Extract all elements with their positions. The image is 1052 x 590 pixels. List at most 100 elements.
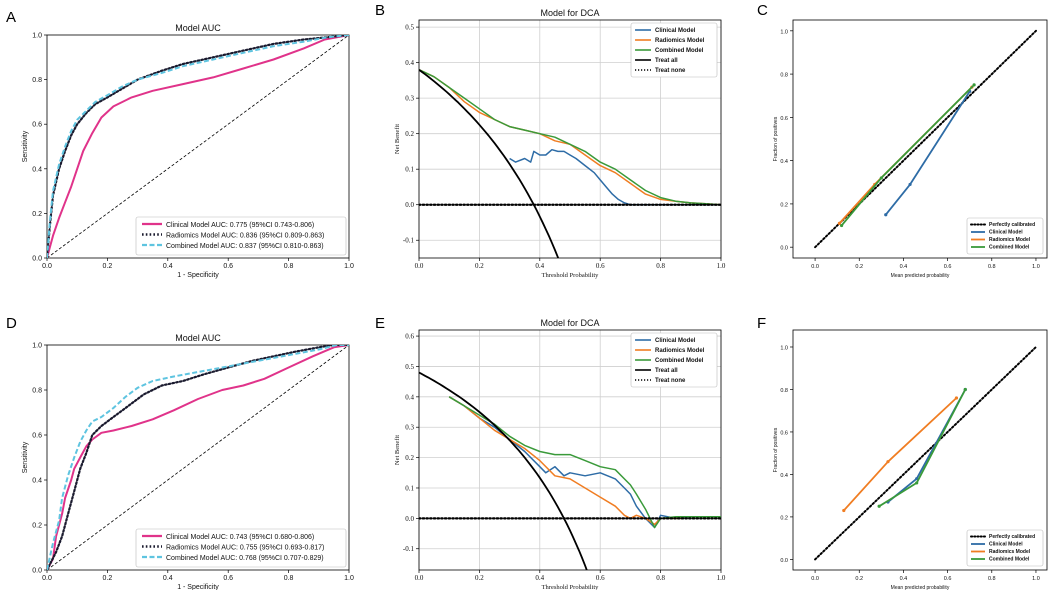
x-tick-label: 0.4 <box>163 263 173 270</box>
legend-label: Combined Model <box>655 358 704 364</box>
chart-title: Model AUC <box>175 333 221 343</box>
x-axis-label: Threshold Probability <box>542 584 600 590</box>
series-line-combined_roc <box>47 35 349 258</box>
y-axis-label: Sensitivity <box>22 130 29 162</box>
y-tick-label: 0.6 <box>405 333 414 341</box>
series-line-combined_roc <box>47 345 349 570</box>
x-tick-label: 0.8 <box>284 575 294 582</box>
y-tick-label: 0.8 <box>780 388 788 394</box>
chart-title: Model AUC <box>175 23 221 33</box>
x-tick-label: 0.6 <box>223 575 233 582</box>
y-tick-label: 0.2 <box>32 523 42 530</box>
y-axis-label: Sensitivity <box>22 441 29 473</box>
x-tick-label: 0.8 <box>656 574 665 582</box>
plot-area <box>419 68 721 258</box>
x-tick-label: 0.2 <box>475 262 484 270</box>
panel-c: C 0.0 0.2 0.4 0.6 0.8 1.0 0.0 0.2 0.4 0.6 0.8 1.0 Mea… <box>757 2 1048 279</box>
y-tick-label: 0.1 <box>405 484 414 492</box>
y-tick-label: 0.3 <box>405 95 414 103</box>
y-tick-label: 0.4 <box>32 478 42 485</box>
calibration-point <box>954 396 959 400</box>
legend-label: Combined Model <box>655 48 704 54</box>
y-tick-label: 0.2 <box>405 454 414 462</box>
legend: Clinical Model Radiomics Model Combined Mo… <box>630 22 718 78</box>
panel-a: A 0.0 0.2 0.4 0.6 0.8 1.0 0.0 0.2 0.4 0.6 0.8 1.0 Mod… <box>6 9 354 279</box>
y-tick-label: 0.2 <box>780 202 788 208</box>
x-tick-label: 0.6 <box>223 263 233 270</box>
x-axis-label: Threshold Probability <box>542 272 600 279</box>
x-tick-label: 0.0 <box>811 264 819 270</box>
plot-frame <box>792 329 1048 571</box>
x-tick-label: 0.2 <box>855 264 863 270</box>
legend-label: Clinical Model <box>655 338 696 344</box>
x-tick-label: 0.2 <box>103 575 113 582</box>
calibration-point <box>879 176 883 180</box>
x-tick-label: 0.2 <box>475 574 484 582</box>
perfect-calibration-line <box>814 346 1037 561</box>
calibration-point <box>972 83 976 87</box>
x-tick-label: 0.0 <box>811 576 819 582</box>
legend-label: Perfectly calibrated <box>989 222 1035 228</box>
legend-label: Radiomics Model <box>989 549 1031 555</box>
x-tick-label: 0.2 <box>103 263 113 270</box>
legend-label: Clinical Model <box>989 542 1023 548</box>
legend-box <box>135 528 347 568</box>
legend-label: Perfectly calibrated <box>989 534 1035 540</box>
x-tick-label: 0.4 <box>535 262 544 270</box>
y-tick-label: 0.8 <box>32 77 42 84</box>
y-tick-label: 0.0 <box>780 558 788 564</box>
calibration-point <box>884 213 888 217</box>
y-tick-label: 0.1 <box>405 166 414 174</box>
y-tick-label: 0.0 <box>32 568 42 575</box>
legend-label: Radiomics Model AUC: 0.836 (95%CI 0.809-… <box>166 233 324 240</box>
plot-area <box>814 346 1037 561</box>
y-tick-label: 0.0 <box>405 201 414 209</box>
perfect-calibration-line <box>814 29 1037 249</box>
x-tick-label: 0.0 <box>42 263 52 270</box>
y-tick-label: 0.8 <box>32 388 42 395</box>
calibration-point <box>877 504 881 508</box>
plot-frame <box>418 19 722 259</box>
calibration-point <box>886 460 890 464</box>
legend-label: Radiomics Model <box>655 38 705 44</box>
x-tick-label: 1.0 <box>1032 576 1040 582</box>
x-tick-label: 0.4 <box>900 264 908 270</box>
x-tick-label: 1.0 <box>717 262 726 270</box>
panel-e: E 0.0 0.2 0.4 0.6 0.8 1.0 -0.1 0.0 0.1 0.2 0.3 0.4 0.… <box>375 315 726 590</box>
calibration-point <box>842 508 846 513</box>
legend: Perfectly calibrated Clinical ModelRadiom… <box>966 529 1044 567</box>
x-tick-label: 1.0 <box>344 575 354 582</box>
y-tick-label: 1.0 <box>780 345 788 351</box>
x-tick-label: 0.8 <box>988 576 996 582</box>
legend-box <box>630 332 718 388</box>
y-tick-label: 0.4 <box>780 159 788 165</box>
y-tick-label: 0.2 <box>405 130 414 138</box>
y-axis-label: Fraction of positives <box>773 116 779 161</box>
plot-frame <box>418 329 722 571</box>
panel-letter: A <box>6 9 16 26</box>
calibration-point <box>908 182 912 187</box>
legend-label: Clinical Model AUC: 0.775 (95%CI 0.743-0… <box>166 222 314 229</box>
calibration-point <box>963 387 967 392</box>
legend-label: Treat all <box>655 58 678 64</box>
y-tick-label: 0.0 <box>780 246 788 252</box>
x-tick-label: 1.0 <box>344 263 354 270</box>
x-tick-label: 0.0 <box>42 575 52 582</box>
legend-label: Combined Model AUC: 0.837 (95%CI 0.810-0… <box>166 243 324 250</box>
x-tick-label: 0.8 <box>284 263 294 270</box>
x-tick-label: 0.4 <box>163 575 173 582</box>
legend-label: Clinical Model AUC: 0.743 (95%CI 0.680-0… <box>166 534 314 541</box>
y-tick-label: 0.0 <box>405 515 414 523</box>
x-tick-label: 0.0 <box>415 574 424 582</box>
plot-area <box>814 29 1037 249</box>
series-line-radiomics_roc <box>47 35 349 258</box>
panel-letter: D <box>6 315 17 332</box>
legend-label: Radiomics Model AUC: 0.755 (95%CI 0.693-… <box>166 545 324 552</box>
x-tick-label: 0.8 <box>656 262 665 270</box>
panel-letter: F <box>757 315 766 332</box>
x-axis-label: 1 - Specificity <box>177 272 219 279</box>
calibration-point <box>915 481 919 485</box>
calibration-point <box>839 223 844 228</box>
x-tick-label: 0.8 <box>988 264 996 270</box>
y-tick-label: 0.6 <box>32 433 42 440</box>
